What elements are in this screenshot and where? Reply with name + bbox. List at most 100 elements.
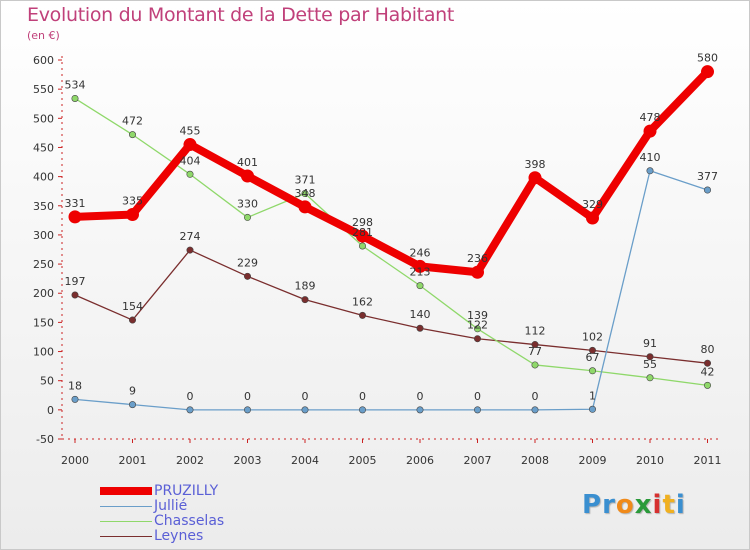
data-point — [531, 406, 539, 414]
data-point — [528, 171, 542, 185]
x-tick-label: 2000 — [61, 454, 89, 467]
data-point — [186, 170, 194, 178]
legend-label: Chasselas — [154, 513, 225, 529]
data-label: 236 — [467, 252, 488, 265]
legend-item-jullie: Jullié — [100, 499, 300, 514]
data-point — [71, 94, 79, 102]
data-label: 455 — [180, 125, 201, 138]
data-label: 330 — [237, 197, 258, 210]
y-tick-label: 400 — [33, 171, 54, 184]
data-label: 281 — [352, 226, 373, 239]
data-point — [356, 229, 369, 243]
data-label: 0 — [244, 390, 251, 403]
data-point — [588, 405, 596, 413]
legend-swatch — [100, 536, 152, 537]
data-label: 0 — [187, 390, 194, 403]
chart-title: Evolution du Montant de la Dette par Hab… — [27, 4, 455, 26]
legend-item-pruzilly: PRUZILLY — [100, 484, 300, 499]
y-tick-label: 450 — [33, 141, 54, 154]
data-point — [129, 401, 137, 409]
series-line-julli — [74, 170, 709, 411]
logo-letter: i — [675, 490, 686, 520]
data-point — [416, 324, 424, 332]
data-label: 472 — [122, 115, 143, 128]
data-point — [183, 138, 197, 152]
data-point — [646, 353, 654, 361]
data-point — [68, 210, 82, 224]
series-line-pruzilly — [71, 67, 712, 277]
x-tick-label: 2005 — [349, 454, 377, 467]
data-point — [701, 65, 714, 79]
logo-letter: i — [652, 490, 663, 520]
x-tick-label: 2008 — [521, 454, 549, 467]
data-label: 0 — [532, 390, 539, 403]
data-point — [416, 406, 424, 414]
data-label: 154 — [122, 300, 143, 313]
data-label: 55 — [643, 358, 657, 371]
y-tick-label: 100 — [33, 346, 54, 359]
data-point — [358, 406, 366, 414]
data-label: 298 — [352, 216, 373, 229]
data-label: 335 — [122, 195, 143, 208]
data-label: 377 — [697, 170, 718, 183]
legend-swatch — [100, 506, 152, 507]
x-tick-label: 2007 — [464, 454, 492, 467]
data-label: 112 — [525, 325, 546, 338]
legend-swatch — [100, 487, 152, 495]
data-point — [413, 259, 427, 273]
data-label: 1 — [589, 389, 596, 402]
data-point — [241, 169, 254, 183]
data-point — [703, 186, 711, 194]
logo-letter: r — [602, 490, 616, 520]
data-point — [473, 335, 481, 343]
data-point — [126, 208, 139, 222]
logo-letter: P — [582, 490, 603, 520]
data-label: 197 — [65, 275, 86, 288]
x-tick-label: 2001 — [119, 454, 147, 467]
data-point — [473, 406, 481, 414]
chart-subtitle: (en €) — [27, 29, 60, 42]
legend-item-leynes: Leynes — [100, 529, 300, 544]
data-label: 404 — [180, 154, 201, 167]
data-label: 122 — [467, 319, 488, 332]
data-point — [586, 211, 599, 225]
legend-item-chasselas: Chasselas — [100, 514, 300, 529]
legend-label: Jullié — [154, 498, 188, 514]
y-tick-label: 250 — [33, 258, 54, 271]
data-label: 0 — [359, 390, 366, 403]
data-label: 140 — [410, 308, 431, 321]
legend: PRUZILLY Jullié Chasselas Leynes — [100, 484, 300, 544]
x-tick-label: 2011 — [694, 454, 722, 467]
series-line-chasselas — [74, 97, 709, 387]
y-tick-label: 600 — [33, 54, 54, 67]
data-label: 0 — [302, 390, 309, 403]
x-tick-label: 2010 — [636, 454, 664, 467]
data-point — [244, 406, 252, 414]
data-point — [358, 242, 366, 250]
data-label: 401 — [237, 156, 258, 169]
data-point — [703, 359, 711, 367]
data-label: 162 — [352, 295, 373, 308]
x-tick-label: 2002 — [176, 454, 204, 467]
data-label: 42 — [701, 365, 715, 378]
data-label: 0 — [474, 390, 481, 403]
y-tick-label: 550 — [33, 83, 54, 96]
data-point — [129, 316, 137, 324]
data-point — [531, 361, 539, 369]
data-label: 139 — [467, 309, 488, 322]
data-label: 534 — [65, 78, 86, 91]
data-label: 398 — [525, 158, 546, 171]
data-label: 91 — [643, 337, 657, 350]
data-label: 580 — [697, 52, 718, 65]
data-point — [473, 325, 481, 333]
data-label: 331 — [65, 197, 86, 210]
data-label: 9 — [129, 385, 136, 398]
data-point — [531, 341, 539, 349]
data-point — [186, 406, 194, 414]
data-point — [416, 282, 424, 290]
data-label: 410 — [640, 151, 661, 164]
logo-letter: t — [662, 490, 676, 520]
data-point — [71, 291, 79, 299]
data-label: 0 — [417, 390, 424, 403]
data-label: 274 — [180, 230, 201, 243]
